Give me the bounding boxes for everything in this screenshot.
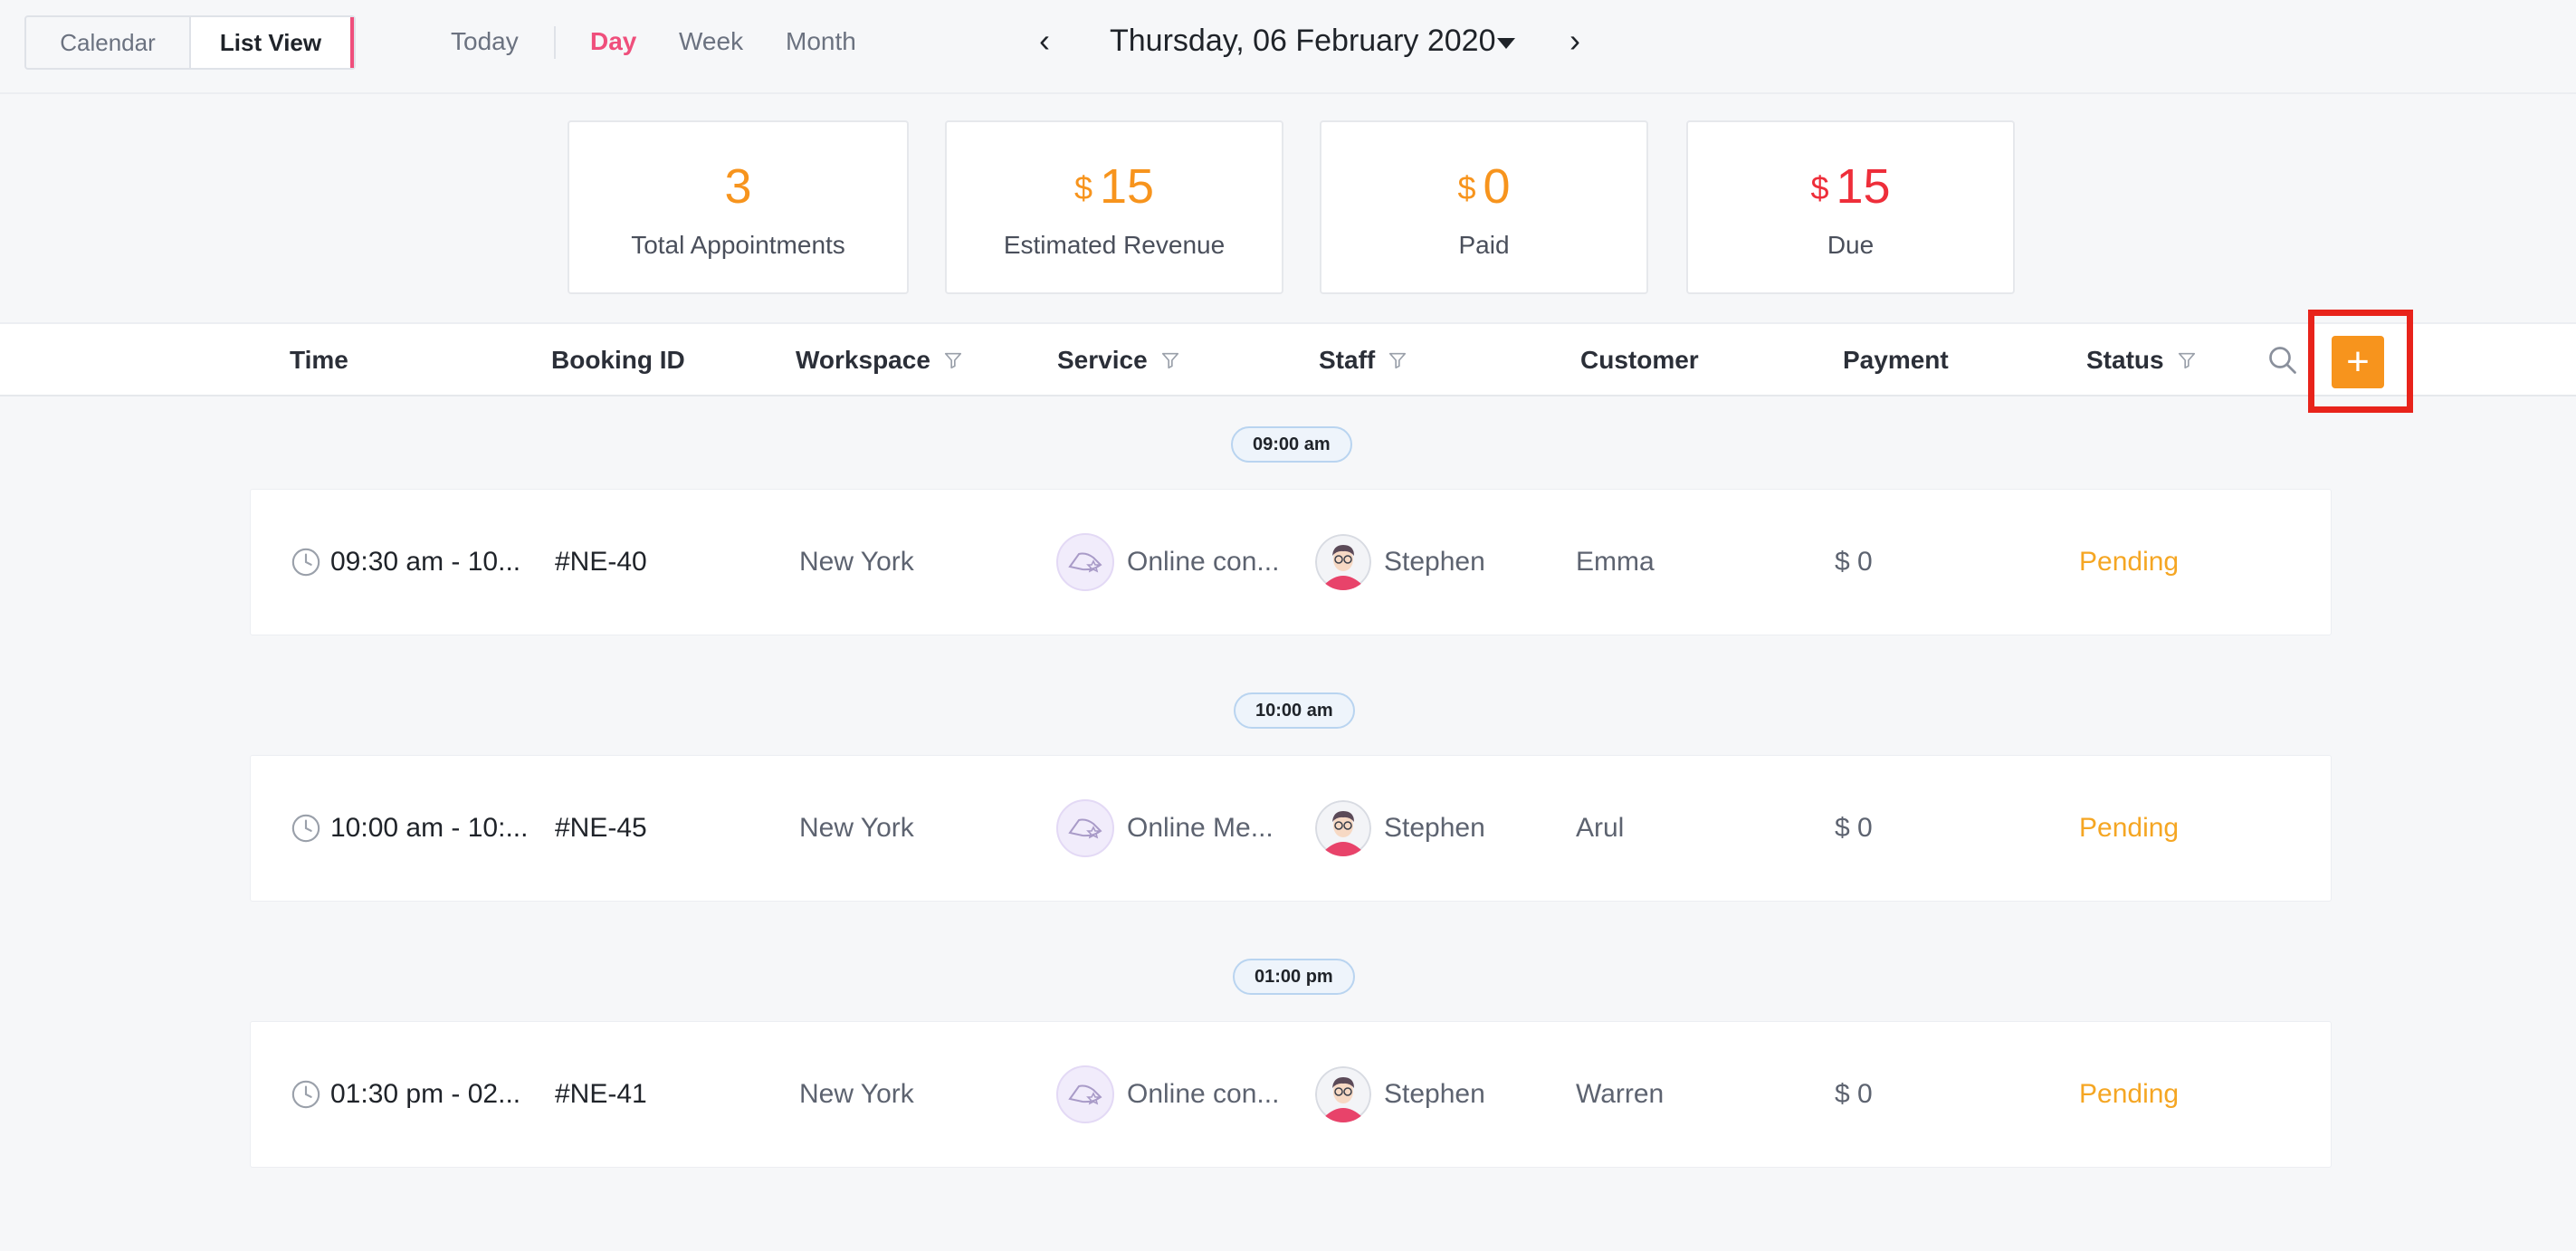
filter-icon[interactable]: [943, 350, 963, 370]
customer: Arul: [1576, 813, 1625, 843]
clock-icon: [291, 1080, 320, 1109]
staff: Stephen: [1315, 756, 1485, 901]
service-icon: [1056, 799, 1114, 857]
view-toggle: Calendar List View: [24, 15, 356, 70]
chevron-down-icon[interactable]: [1497, 38, 1515, 49]
total-appointments-card: 3 Total Appointments: [568, 120, 909, 294]
clock-icon: [291, 814, 320, 843]
paid-card: $0 Paid: [1320, 120, 1648, 294]
stat-value: $0: [1457, 159, 1511, 214]
time-slot-label: 10:00 am: [1234, 692, 1355, 729]
estimated-revenue-card: $15 Estimated Revenue: [945, 120, 1283, 294]
appointment-time: 10:00 am - 10:...: [291, 756, 528, 901]
week-tab[interactable]: Week: [679, 27, 744, 55]
booking-id: #NE-45: [555, 813, 647, 843]
column-workspace[interactable]: Workspace: [796, 346, 963, 375]
filter-icon[interactable]: [2177, 350, 2197, 370]
table-row[interactable]: 09:30 am - 10... #NE-40 New York Online …: [250, 489, 2332, 635]
time-slot-label: 01:00 pm: [1233, 959, 1355, 995]
add-appointment-button[interactable]: +: [2332, 336, 2384, 388]
stat-label: Due: [1827, 231, 1875, 259]
payment: $ 0: [1835, 813, 1873, 843]
workspace: New York: [799, 547, 914, 577]
booking-id: #NE-41: [555, 1079, 647, 1109]
table-row[interactable]: 10:00 am - 10:... #NE-45 New York Online…: [250, 755, 2332, 902]
column-status[interactable]: Status: [2086, 346, 2197, 375]
customer: Emma: [1576, 547, 1655, 577]
service-icon: [1056, 1065, 1114, 1123]
column-booking-id: Booking ID: [551, 346, 685, 374]
previous-day-button[interactable]: ‹: [1039, 22, 1050, 59]
stat-label: Estimated Revenue: [1003, 231, 1226, 259]
workspace: New York: [799, 1079, 914, 1109]
stat-value: $15: [1810, 159, 1891, 214]
current-date-title[interactable]: Thursday, 06 February 2020: [1110, 24, 1496, 58]
avatar: [1315, 800, 1371, 856]
stat-label: Total Appointments: [631, 231, 845, 259]
column-staff[interactable]: Staff: [1319, 346, 1407, 375]
calendar-view-tab[interactable]: Calendar: [26, 17, 191, 68]
table-row[interactable]: 01:30 pm - 02... #NE-41 New York Online …: [250, 1021, 2332, 1168]
clock-icon: [291, 548, 320, 577]
column-service[interactable]: Service: [1057, 346, 1180, 375]
list-view-tab[interactable]: List View: [191, 17, 354, 68]
service: Online con...: [1056, 1022, 1279, 1167]
service-icon: [1056, 533, 1114, 591]
status-badge: Pending: [2079, 547, 2180, 577]
service: Online con...: [1056, 490, 1279, 635]
column-payment: Payment: [1843, 346, 1949, 374]
customer: Warren: [1576, 1079, 1665, 1109]
avatar: [1315, 1066, 1371, 1122]
nav-divider: [554, 26, 556, 59]
day-tab[interactable]: Day: [590, 27, 637, 55]
stat-value: $15: [1073, 159, 1155, 214]
divider: [0, 92, 2576, 94]
filter-icon[interactable]: [1388, 350, 1407, 370]
top-bar: Calendar List View Today Day Week Month …: [0, 0, 2576, 85]
today-button[interactable]: Today: [451, 27, 519, 55]
workspace: New York: [799, 813, 914, 843]
due-card: $15 Due: [1686, 120, 2015, 294]
booking-id: #NE-40: [555, 547, 647, 577]
status-badge: Pending: [2079, 813, 2180, 843]
status-badge: Pending: [2079, 1079, 2180, 1109]
column-customer: Customer: [1580, 346, 1699, 374]
table-header: Time Booking ID Workspace Service Staff …: [0, 322, 2576, 396]
time-slot-label: 09:00 am: [1231, 426, 1352, 463]
stat-label: Paid: [1458, 231, 1510, 259]
next-day-button[interactable]: ›: [1569, 22, 1580, 59]
filter-icon[interactable]: [1160, 350, 1180, 370]
appointment-time: 01:30 pm - 02...: [291, 1022, 520, 1167]
search-icon[interactable]: [2266, 344, 2299, 377]
service: Online Me...: [1056, 756, 1274, 901]
staff: Stephen: [1315, 1022, 1485, 1167]
column-time: Time: [290, 346, 348, 374]
staff: Stephen: [1315, 490, 1485, 635]
appointment-time: 09:30 am - 10...: [291, 490, 520, 635]
stat-value: 3: [724, 159, 752, 214]
payment: $ 0: [1835, 1079, 1873, 1109]
payment: $ 0: [1835, 547, 1873, 577]
avatar: [1315, 534, 1371, 590]
month-tab[interactable]: Month: [786, 27, 856, 55]
